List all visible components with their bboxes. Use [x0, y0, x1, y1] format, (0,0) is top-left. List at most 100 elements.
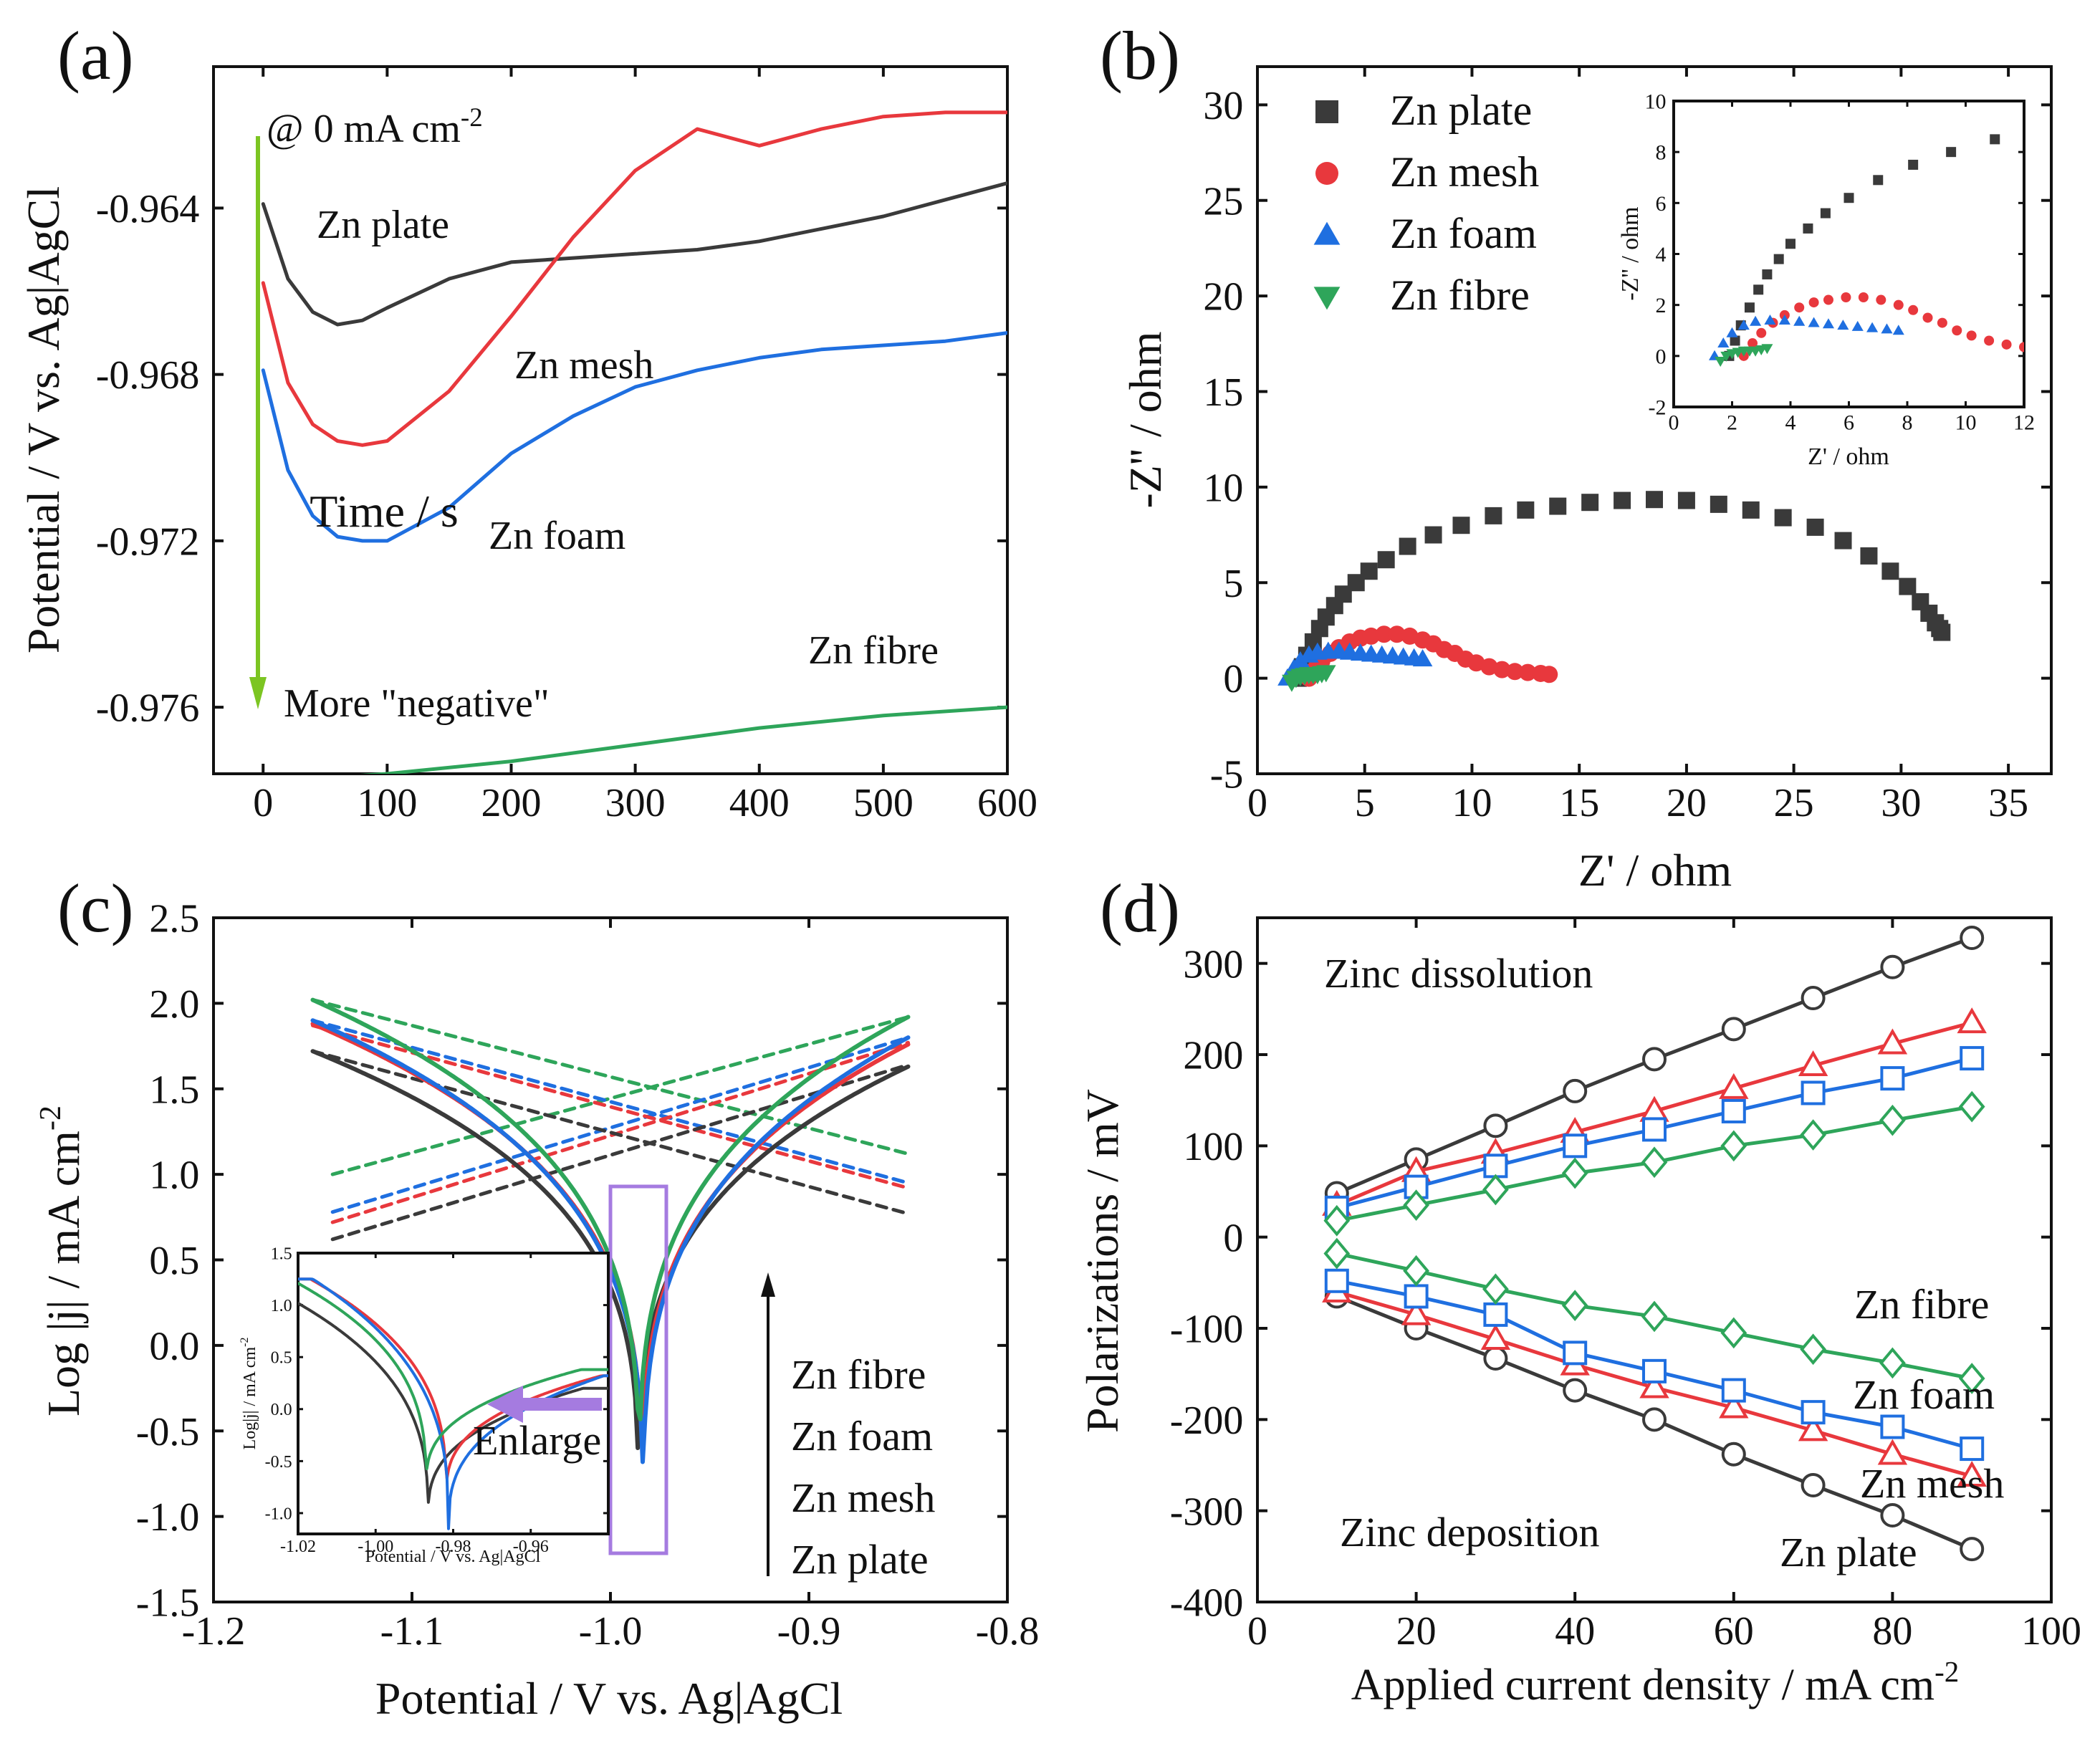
d-point-deposition-foam	[1563, 1340, 1588, 1366]
d-point-deposition-foam	[1404, 1284, 1429, 1309]
y-tick-label: 30	[1203, 84, 1243, 128]
y-tick-label: 2.0	[149, 982, 199, 1027]
b-point-mesh	[1480, 658, 1498, 676]
d-point-deposition-mesh	[1877, 1439, 1908, 1465]
y-tick-label: 0.0	[149, 1324, 199, 1368]
d-point-deposition-plate	[1642, 1407, 1667, 1432]
c-legend-plate: Zn plate	[791, 1536, 929, 1583]
a-label-fibre: Zn fibre	[808, 628, 939, 673]
d-point-deposition-mesh	[1719, 1392, 1749, 1419]
d-point-deposition-foam	[1960, 1436, 1985, 1462]
d-region-top: Zinc dissolution	[1324, 950, 1593, 997]
b-inset-point-plate	[2078, 122, 2088, 132]
d-point-deposition-fibre	[1720, 1317, 1747, 1349]
d-point-dissolution-plate	[1642, 1047, 1667, 1072]
d-point-dissolution-fibre	[1561, 1157, 1588, 1189]
d-point-dissolution-mesh	[1798, 1050, 1828, 1077]
x-tick-label: -0.8	[976, 1609, 1040, 1654]
panel-label-d: (d)	[1100, 870, 1180, 946]
b-inset-point-plate	[1773, 254, 1784, 264]
d-point-dissolution-foam	[1642, 1117, 1667, 1142]
b-inset-y-title: -Z'' / ohm	[1617, 206, 1644, 300]
b-inset-series	[1709, 122, 2088, 367]
panel-label-b: (b)	[1100, 17, 1180, 94]
y-tick-label: -0.972	[96, 519, 200, 564]
b-point-mesh	[1388, 625, 1406, 643]
b-point-foam	[1290, 651, 1310, 668]
d-point-dissolution-fibre	[1641, 1146, 1668, 1179]
y-tick-label: 0	[1656, 345, 1667, 368]
b-legend-label-foam: Zn foam	[1390, 210, 1537, 257]
b-series-group	[1277, 491, 1951, 692]
b-point-plate	[1399, 537, 1416, 555]
b-inset-point-foam	[1778, 314, 1790, 325]
d-point-deposition-foam	[1880, 1414, 1905, 1439]
b-legend-marker-plate	[1315, 100, 1338, 123]
d-point-deposition-plate	[1563, 1378, 1588, 1403]
y-tick-label: 200	[1183, 1034, 1243, 1078]
d-point-dissolution-foam	[1721, 1098, 1746, 1123]
d-point-deposition-fibre	[1800, 1333, 1826, 1366]
d-point-dissolution-plate	[1880, 954, 1905, 979]
panel-label-c: (c)	[57, 870, 134, 946]
b-inset-point-plate	[1908, 159, 1919, 170]
b-point-plate	[1933, 623, 1951, 641]
x-tick-label: 25	[1774, 781, 1814, 825]
a-label-plate: Zn plate	[317, 203, 449, 247]
b-point-foam	[1412, 649, 1433, 667]
y-tick-label: -1.0	[136, 1495, 200, 1540]
plot-frame	[1256, 916, 2053, 1603]
a-label-mesh: Zn mesh	[514, 343, 653, 388]
x-tick-label: 0	[1247, 781, 1267, 825]
b-inset-point-mesh	[1756, 327, 1767, 338]
c-tafel-anodic-fibre	[330, 1015, 910, 1176]
y-tick-label: 0.0	[271, 1401, 292, 1419]
d-series-group	[1322, 926, 1987, 1562]
b-inset-point-mesh	[2054, 345, 2064, 355]
d-point-deposition-plate	[1880, 1503, 1905, 1528]
d-point-deposition-foam	[1721, 1378, 1746, 1403]
c-inset: -1.02 -1.00 -0.98 -0.96 -1.0 -0.5 0.0 0.5 1.0 1.5…	[239, 1244, 610, 1566]
b-inset-point-mesh	[1937, 317, 1947, 328]
c-inset-curve-fibre	[298, 1282, 608, 1470]
x-tick-label: 5	[1355, 781, 1375, 825]
y-tick-label: -300	[1170, 1490, 1244, 1534]
b-inset-point-mesh	[1823, 294, 1833, 305]
y-tick-label: 1.5	[149, 1068, 199, 1112]
b-inset-point-mesh	[1747, 338, 1758, 349]
b-inset-point-foam	[1851, 320, 1864, 331]
y-tick-label: 0	[1223, 1216, 1243, 1260]
x-tick-label: -0.98	[436, 1538, 471, 1556]
d-point-deposition-foam	[1483, 1302, 1508, 1327]
x-tick-label: 20	[1396, 1609, 1437, 1654]
d-point-dissolution-plate	[1801, 986, 1826, 1011]
x-tick-label: 2	[1727, 411, 1737, 435]
b-inset-point-foam	[1764, 314, 1776, 325]
b-inset-point-plate	[1785, 239, 1795, 249]
b-point-mesh	[1540, 666, 1558, 683]
d-point-deposition-foam	[1801, 1400, 1826, 1425]
d-point-deposition-fibre	[1879, 1347, 1906, 1379]
d-point-dissolution-plate	[1721, 1017, 1746, 1042]
b-inset-point-mesh	[1908, 304, 1919, 315]
x-tick-label: 60	[1714, 1609, 1754, 1654]
c-inset-curve-foam	[298, 1277, 608, 1530]
d-point-deposition-fibre	[1641, 1300, 1668, 1333]
b-point-plate	[1834, 532, 1852, 550]
d-point-deposition-plate	[1721, 1442, 1746, 1467]
d-point-dissolution-fibre	[1800, 1119, 1826, 1151]
b-point-plate	[1424, 526, 1442, 544]
b-point-plate	[1677, 491, 1695, 509]
a-arrow-head	[249, 677, 267, 709]
c-tafel-anodic-foam	[330, 1035, 910, 1214]
d-point-deposition-mesh	[1480, 1324, 1511, 1351]
a-line-foam	[261, 331, 1007, 543]
b-inset-point-mesh	[2019, 342, 2024, 352]
x-tick-label: 100	[357, 781, 417, 825]
x-tick-label: 100	[2021, 1609, 2081, 1654]
b-inset-point-foam	[1737, 320, 1750, 330]
b-legend-label-plate: Zn plate	[1390, 87, 1532, 134]
c-legend-foam: Zn foam	[791, 1413, 933, 1459]
b-point-plate	[1881, 562, 1899, 580]
x-tick-label: -1.02	[280, 1538, 316, 1556]
